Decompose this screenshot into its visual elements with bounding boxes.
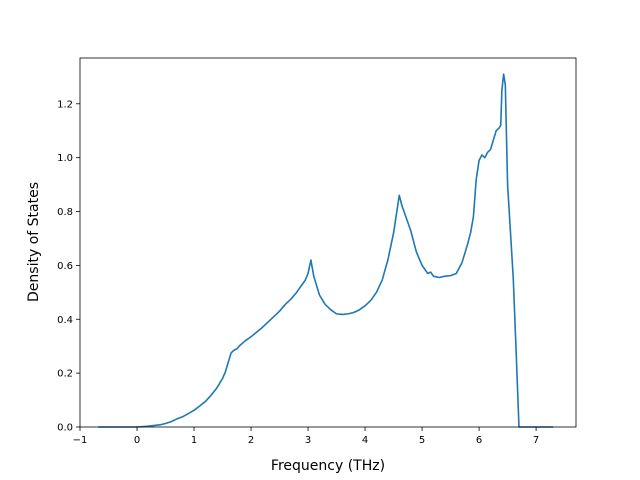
x-axis-ticks: −1 0 1 2 3 4 5 6 7 bbox=[73, 427, 539, 446]
y-tick-label: 0.8 bbox=[57, 207, 73, 218]
x-tick-label: 6 bbox=[476, 435, 482, 446]
y-tick-label: 0.0 bbox=[57, 423, 73, 434]
x-tick-label: −1 bbox=[73, 435, 88, 446]
x-tick-label: 1 bbox=[191, 435, 197, 446]
x-tick-label: 2 bbox=[248, 435, 254, 446]
plot-area bbox=[79, 57, 577, 428]
y-axis-label: Density of States bbox=[26, 182, 42, 302]
y-tick-label: 1.2 bbox=[57, 99, 73, 110]
axes-frame bbox=[79, 57, 577, 428]
x-tick-label: 7 bbox=[533, 435, 539, 446]
x-tick-label: 4 bbox=[362, 435, 368, 446]
y-tick-label: 0.4 bbox=[57, 315, 73, 326]
y-tick-label: 0.2 bbox=[57, 369, 73, 380]
x-axis-label: Frequency (THz) bbox=[271, 458, 385, 474]
y-tick-label: 1.0 bbox=[57, 153, 73, 164]
series-line-0 bbox=[98, 73, 554, 428]
x-tick-label: 3 bbox=[305, 435, 311, 446]
y-axis-ticks: 0.0 0.2 0.4 0.6 0.8 1.0 1.2 bbox=[57, 99, 80, 434]
y-tick-label: 0.6 bbox=[57, 261, 73, 272]
x-tick-label: 0 bbox=[134, 435, 140, 446]
x-tick-label: 5 bbox=[419, 435, 425, 446]
